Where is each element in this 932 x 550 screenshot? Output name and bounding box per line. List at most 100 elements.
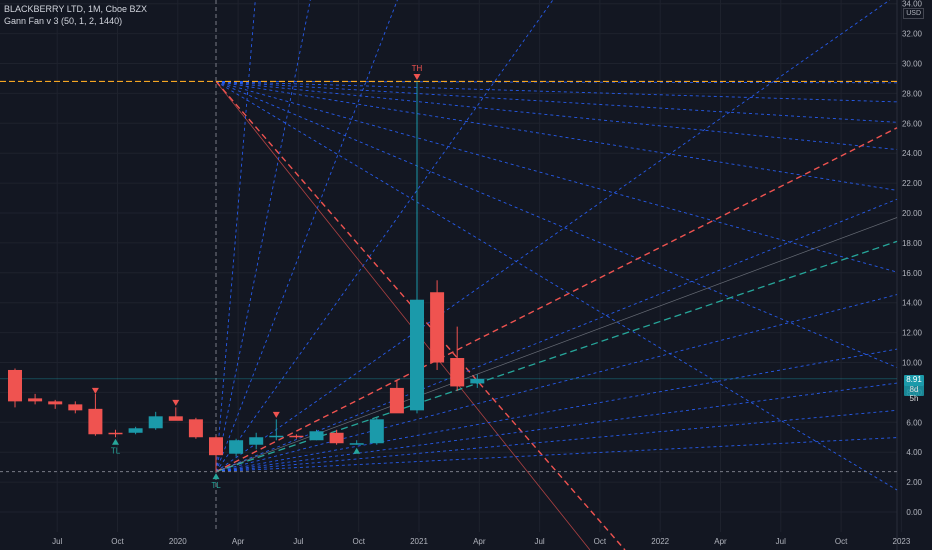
marker-label: TL xyxy=(211,481,221,490)
x-tick-label: Apr xyxy=(714,537,727,546)
y-tick-label: 10.00 xyxy=(902,359,923,368)
candle-body xyxy=(148,416,163,429)
gann-fan-line-low xyxy=(215,0,554,472)
candle xyxy=(269,419,284,441)
candle xyxy=(470,374,485,388)
marker-label: TL xyxy=(111,447,121,456)
y-tick-label: 4.00 xyxy=(906,448,922,457)
x-tick-label: Oct xyxy=(594,537,607,546)
y-tick-label: 6.00 xyxy=(906,418,922,427)
marker-arrow xyxy=(91,387,99,394)
gann-fan-line-high xyxy=(215,80,898,191)
y-tick-label: 34.00 xyxy=(902,0,923,9)
y-tick-label: 14.00 xyxy=(902,299,923,308)
gann-fan-line-low xyxy=(215,0,398,472)
candle xyxy=(289,434,304,439)
x-tick-label: Apr xyxy=(232,537,245,546)
y-tick-label: 22.00 xyxy=(902,179,923,188)
gann-fan-line-low xyxy=(215,0,256,472)
last-price-badge: 8.91 xyxy=(904,375,924,386)
candle-body xyxy=(289,435,304,438)
gann-1x1-up xyxy=(215,127,898,473)
y-tick-label: 20.00 xyxy=(902,209,923,218)
candle xyxy=(188,417,203,439)
time-axis[interactable]: Jul Oct 2020 Apr Jul Oct 2021 Apr Jul Oct 2022 Apr J… xyxy=(52,537,911,546)
y-tick-label: 18.00 xyxy=(902,239,923,248)
signal-markers: TL TL TH xyxy=(91,64,423,490)
x-tick-label: Jul xyxy=(52,537,62,546)
x-tick-label: Oct xyxy=(352,537,365,546)
candle xyxy=(8,368,22,408)
marker-arrow xyxy=(272,411,280,418)
x-tick-label: Oct xyxy=(111,537,124,546)
x-tick-label: 2020 xyxy=(169,537,187,546)
indicator-title[interactable]: Gann Fan v 3 (50, 1, 2, 1440) xyxy=(4,16,123,26)
candle xyxy=(48,399,63,409)
candle-body xyxy=(269,435,284,438)
candle xyxy=(209,435,223,472)
x-tick-label: 2021 xyxy=(410,537,428,546)
chart-legend: BLACKBERRY LTD, 1M, Cboe BZX Gann Fan v … xyxy=(4,3,147,27)
y-tick-label: 0.00 xyxy=(906,508,922,517)
candle xyxy=(88,393,103,436)
candle-body xyxy=(229,440,244,454)
x-tick-label: Apr xyxy=(473,537,486,546)
candle xyxy=(410,81,424,414)
y-tick-label: 24.00 xyxy=(902,149,923,158)
candle-body xyxy=(410,299,424,411)
currency-label: USD xyxy=(903,8,924,19)
candle xyxy=(329,429,344,445)
sell-marker xyxy=(272,411,280,418)
candle xyxy=(168,407,183,421)
y-tick-label: 2.00 xyxy=(906,478,922,487)
gann-fan-line-low xyxy=(215,0,311,472)
candle xyxy=(369,417,384,445)
y-tick-label: 12.00 xyxy=(902,329,923,338)
gann-fan-line-high xyxy=(215,81,898,273)
candle xyxy=(349,440,364,445)
candle xyxy=(309,429,324,441)
sell-marker: TH xyxy=(412,64,423,80)
sell-marker xyxy=(91,387,99,394)
gann-fan-line-high xyxy=(215,80,898,150)
candle xyxy=(249,432,264,450)
symbol-title[interactable]: BLACKBERRY LTD, 1M, Cboe BZX xyxy=(4,4,148,14)
candle xyxy=(229,438,244,457)
x-tick-label: Jul xyxy=(534,537,544,546)
gann-fan-lines xyxy=(215,0,898,550)
candle-body xyxy=(8,369,22,402)
gann-fan-line-low xyxy=(215,382,898,473)
marker-arrow xyxy=(112,438,119,445)
gann-fan-line-high xyxy=(215,81,898,491)
marker-arrow xyxy=(413,73,421,80)
candle xyxy=(128,426,143,435)
candle xyxy=(389,380,404,414)
y-tick-label: 26.00 xyxy=(902,119,923,128)
sell-marker xyxy=(172,399,180,406)
marker-arrow xyxy=(172,399,180,406)
candle-body xyxy=(249,437,264,445)
gann-fan-line-low xyxy=(215,0,891,473)
countdown-badge: 8d 5h xyxy=(904,385,924,403)
candle xyxy=(430,280,445,370)
candle-body xyxy=(450,358,465,387)
x-tick-label: 2022 xyxy=(651,537,669,546)
candle-body xyxy=(470,378,485,384)
candle-body xyxy=(309,431,324,441)
candle-body xyxy=(329,432,344,444)
candle-body xyxy=(68,404,83,411)
buy-marker: TL xyxy=(111,438,121,456)
y-tick-label: 30.00 xyxy=(902,60,923,69)
candle-body xyxy=(209,437,223,456)
candle-body xyxy=(108,432,123,435)
price-axis[interactable]: 0.002.004.006.008.0010.0012.0014.0016.00… xyxy=(902,0,923,517)
gann-fan-line-low xyxy=(215,198,898,473)
candle xyxy=(28,393,43,405)
candle-body xyxy=(168,416,183,421)
x-tick-label: Oct xyxy=(835,537,848,546)
candle-body xyxy=(389,387,404,414)
marker-label: TH xyxy=(412,64,423,73)
gann-fan-line-low xyxy=(215,348,898,473)
candle xyxy=(68,401,83,414)
